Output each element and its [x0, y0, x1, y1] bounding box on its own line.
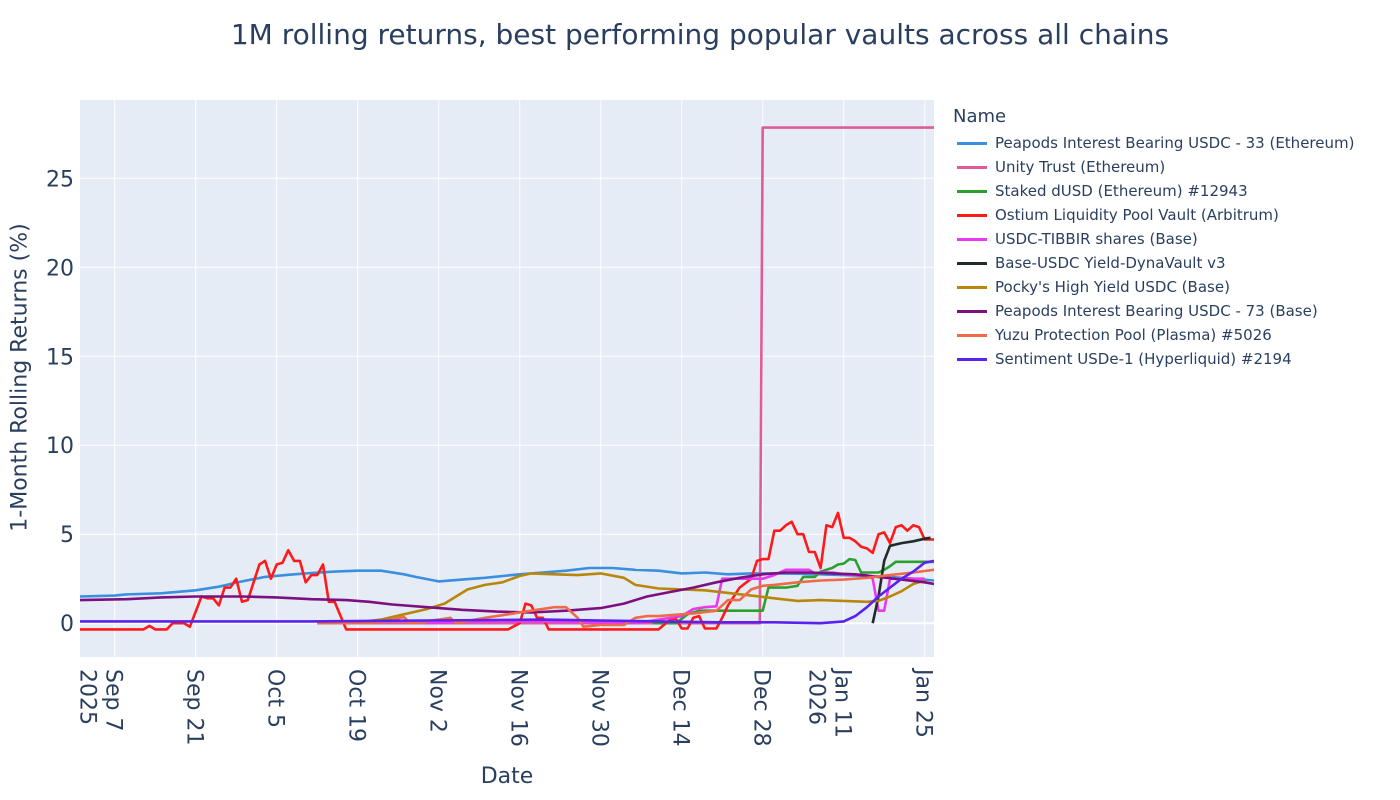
svg-text:Dec 14: Dec 14 [668, 669, 693, 747]
x-tick-label: Dec 14 [668, 669, 693, 747]
legend-swatch-icon [957, 165, 987, 169]
legend-swatch-icon [957, 261, 987, 265]
legend-item[interactable]: Yuzu Protection Pool (Plasma) #5026 [953, 323, 1354, 347]
legend-item[interactable]: Peapods Interest Bearing USDC - 33 (Ethe… [953, 131, 1354, 155]
legend-title: Name [953, 106, 1007, 127]
legend-label: Yuzu Protection Pool (Plasma) #5026 [995, 326, 1272, 344]
svg-text:Sep 7: Sep 7 [101, 669, 126, 731]
plot-background [80, 100, 934, 657]
legend-swatch-icon [957, 237, 987, 241]
legend-label: USDC-TIBBIR shares (Base) [995, 230, 1198, 248]
y-tick-label: 15 [46, 345, 74, 370]
y-axis-ticks: 0 5 10 15 20 25 [46, 167, 74, 637]
legend-item[interactable]: Staked dUSD (Ethereum) #12943 [953, 179, 1354, 203]
legend-swatch-icon [957, 213, 987, 217]
legend-label: Unity Trust (Ethereum) [995, 158, 1166, 176]
svg-text:2025: 2025 [75, 669, 100, 725]
legend-swatch-icon [957, 285, 987, 289]
legend-swatch-icon [957, 309, 987, 313]
series-line[interactable] [80, 559, 934, 625]
x-tick-label: Sep 21 [182, 669, 207, 745]
svg-text:Oct 5: Oct 5 [263, 669, 288, 728]
legend-item[interactable]: USDC-TIBBIR shares (Base) [953, 227, 1354, 251]
svg-text:Oct 19: Oct 19 [344, 669, 369, 742]
series-line[interactable] [80, 511, 934, 631]
legend-item[interactable]: Ostium Liquidity Pool Vault (Arbitrum) [953, 203, 1354, 227]
legend-swatch-icon [957, 357, 987, 361]
x-tick-label: Oct 5 [263, 669, 288, 728]
series-line[interactable] [871, 536, 931, 624]
legend-swatch-icon [957, 189, 987, 193]
legend: Name Peapods Interest Bearing USDC - 33 … [953, 106, 1354, 371]
series-line[interactable] [80, 571, 934, 614]
svg-text:Nov 2: Nov 2 [425, 669, 450, 733]
legend-item[interactable]: Peapods Interest Bearing USDC - 73 (Base… [953, 299, 1354, 323]
legend-item[interactable]: Base-USDC Yield-DynaVault v3 [953, 251, 1354, 275]
series-lines [80, 126, 934, 631]
series-line[interactable] [317, 568, 934, 628]
legend-item[interactable]: Unity Trust (Ethereum) [953, 155, 1354, 179]
legend-label: Base-USDC Yield-DynaVault v3 [995, 254, 1226, 272]
legend-swatch-icon [957, 333, 987, 337]
svg-text:Jan 25: Jan 25 [911, 667, 936, 738]
x-tick-label: Nov 16 [506, 669, 531, 747]
x-tick-label: Nov 2 [425, 669, 450, 733]
chart-title: 1M rolling returns, best performing popu… [230, 18, 1170, 51]
legend-label: Peapods Interest Bearing USDC - 73 (Base… [995, 302, 1318, 320]
legend-items: Peapods Interest Bearing USDC - 33 (Ethe… [953, 131, 1354, 371]
svg-text:2026: 2026 [804, 669, 829, 725]
legend-label: Staked dUSD (Ethereum) #12943 [995, 182, 1248, 200]
legend-label: Ostium Liquidity Pool Vault (Arbitrum) [995, 206, 1279, 224]
legend-swatch-icon [957, 141, 987, 145]
svg-text:Sep 21: Sep 21 [182, 669, 207, 745]
legend-label: Sentiment USDe-1 (Hyperliquid) #2194 [995, 350, 1292, 368]
y-tick-label: 25 [46, 167, 74, 192]
legend-item[interactable]: Pocky's High Yield USDC (Base) [953, 275, 1354, 299]
x-axis-title: Date [480, 764, 534, 789]
svg-text:Nov 16: Nov 16 [506, 669, 531, 747]
legend-label: Pocky's High Yield USDC (Base) [995, 278, 1230, 296]
x-tick-label: Dec 28 [749, 669, 774, 747]
svg-text:Nov 30: Nov 30 [587, 669, 612, 747]
x-tick-label: Nov 30 [587, 669, 612, 747]
series-line[interactable] [334, 572, 926, 625]
legend-item[interactable]: Sentiment USDe-1 (Hyperliquid) #2194 [953, 347, 1354, 371]
y-tick-label: 10 [46, 434, 74, 459]
svg-text:Dec 28: Dec 28 [749, 669, 774, 747]
svg-text:Jan 11: Jan 11 [830, 667, 855, 738]
y-tick-label: 0 [60, 612, 74, 637]
x-tick-label: Oct 19 [344, 669, 369, 742]
legend-label: Peapods Interest Bearing USDC - 33 (Ethe… [995, 134, 1355, 152]
y-tick-label: 5 [60, 523, 74, 548]
y-tick-label: 20 [46, 256, 74, 281]
x-tick-label: Jan 25 [911, 667, 936, 738]
y-axis-title: 1-Month Rolling Returns (%) [7, 223, 33, 532]
